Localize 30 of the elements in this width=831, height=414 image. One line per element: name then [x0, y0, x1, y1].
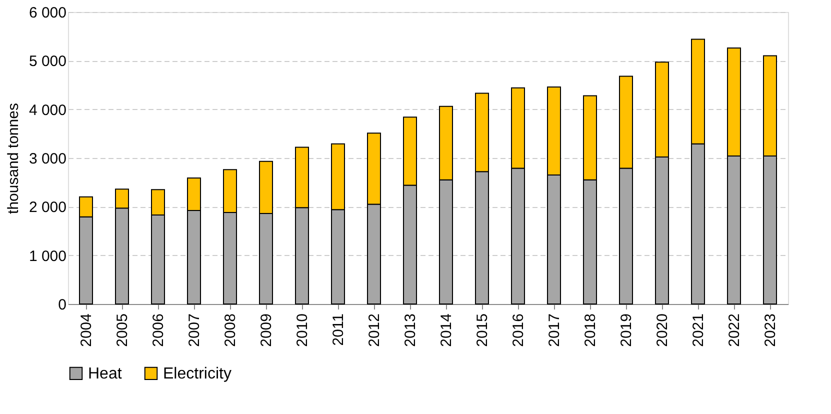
y-axis-title: thousand tonnes: [4, 103, 22, 214]
x-tick-label: 2021: [690, 314, 707, 347]
x-tick-label: 2004: [78, 314, 95, 347]
x-tick-label: 2013: [402, 314, 419, 347]
legend-label: Electricity: [163, 365, 232, 382]
x-tick-label: 2019: [618, 314, 635, 347]
y-tick-label: 5 000: [28, 53, 66, 70]
x-tick-label: 2005: [114, 314, 131, 347]
x-tick-label: 2023: [762, 314, 779, 347]
x-tick-label: 2008: [222, 314, 239, 347]
x-tick-label: 2007: [186, 314, 203, 347]
y-tick-label: 4 000: [28, 102, 66, 119]
x-tick-label: 2020: [654, 314, 671, 347]
x-tick-label: 2011: [330, 314, 347, 346]
y-tick-label: 1 000: [28, 248, 66, 265]
x-tick-label: 2012: [366, 314, 383, 347]
x-tick-label: 2016: [510, 314, 527, 347]
y-tick-label: 0: [58, 296, 66, 314]
y-tick-label: 6 000: [28, 4, 66, 22]
x-tick-label: 2006: [150, 314, 167, 347]
x-tick-label: 2009: [258, 314, 275, 347]
x-tick-label: 2018: [582, 314, 599, 347]
x-tick-label: 2017: [546, 314, 563, 347]
x-tick-label: 2010: [294, 314, 311, 347]
y-tick-label: 2 000: [28, 199, 66, 216]
x-tick-label: 2014: [438, 314, 455, 347]
y-tick-label: 3 000: [28, 150, 66, 168]
x-tick-label: 2022: [726, 314, 743, 347]
x-tick-label: 2015: [474, 314, 491, 347]
legend-label: Heat: [88, 365, 122, 382]
